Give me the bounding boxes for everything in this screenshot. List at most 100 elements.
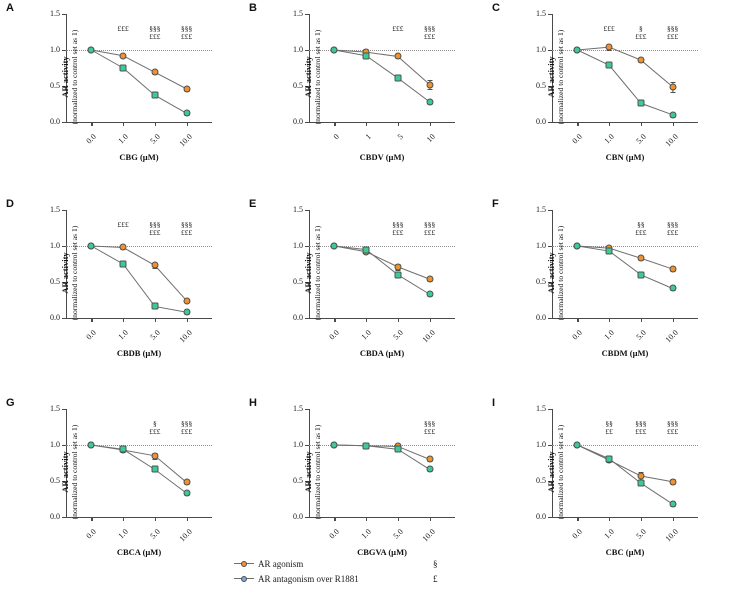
y-tick-label: 0.0 xyxy=(293,313,303,322)
y-tick-label: 1.5 xyxy=(293,404,303,413)
x-tick xyxy=(577,517,579,521)
significance-symbol: §§§ xyxy=(666,419,679,428)
y-tick xyxy=(305,318,309,320)
y-tick-label: 0.5 xyxy=(536,81,546,90)
significance-symbol: ££ xyxy=(605,427,613,437)
significance-annotation: £££ xyxy=(118,220,129,229)
plot-area: 0.0 0.5 1.0 1.5 0.0 1.0 5.0 10.0 §§§ £££ CBGVA (µM… xyxy=(293,405,455,557)
y-tick xyxy=(62,14,66,16)
significance-annotation: § £££ xyxy=(149,419,160,437)
data-point-antagonism xyxy=(119,260,127,268)
data-point-antagonism xyxy=(669,500,677,508)
x-tick xyxy=(397,122,400,126)
panel-letter: I xyxy=(492,397,496,409)
y-tick-label: 1.5 xyxy=(50,9,60,18)
y-tick xyxy=(305,86,309,88)
y-tick xyxy=(548,86,552,88)
data-point-antagonism xyxy=(151,91,159,99)
series-lines xyxy=(91,49,187,114)
x-tick xyxy=(366,517,368,521)
error-bar-cap xyxy=(670,91,676,93)
x-axis xyxy=(552,122,698,124)
significance-annotation: §§ ££ xyxy=(605,419,613,437)
panel-g: G 0.0 0.5 1.0 1.5 0.0 1.0 5.0 10.0 § £££ §§§ £££ CBCA… xyxy=(0,395,243,583)
significance-symbol: £££ xyxy=(666,32,679,42)
data-point-antagonism xyxy=(151,465,159,473)
y-axis-title: AR activity (normalized to control set as… xyxy=(546,213,565,333)
y-axis xyxy=(309,14,311,122)
data-point-antagonism xyxy=(426,465,434,473)
significance-symbol: £££ xyxy=(149,32,161,42)
y-axis-title: AR activity (normalized to control set as… xyxy=(60,213,79,333)
y-axis-title-sub: (normalized to control set as 1) xyxy=(556,225,565,321)
figure-legend: AR agonism § AR antagonism over R1881 £ xyxy=(232,556,532,586)
y-axis-title-main: AR activity xyxy=(60,451,70,493)
y-axis xyxy=(66,210,68,318)
significance-symbol: §§§ xyxy=(180,419,193,428)
data-point-agonism xyxy=(183,478,191,486)
data-point-antagonism xyxy=(87,46,95,54)
data-point-antagonism xyxy=(119,445,127,453)
significance-annotation: §§§ £££ xyxy=(180,220,193,238)
data-point-antagonism xyxy=(394,271,402,279)
y-tick-label: 1.0 xyxy=(536,440,546,449)
significance-symbol: §§§ xyxy=(149,24,161,33)
y-axis-title: AR activity (normalized to control set as… xyxy=(546,17,565,137)
series-lines xyxy=(334,444,430,470)
data-point-agonism xyxy=(637,56,645,64)
y-tick xyxy=(62,318,66,320)
x-tick xyxy=(186,122,188,126)
y-tick-label: 1.0 xyxy=(536,45,546,54)
y-tick xyxy=(548,122,552,124)
x-axis xyxy=(66,318,212,320)
y-axis-title: AR activity (normalized to control set as… xyxy=(60,17,79,137)
significance-annotation: §§§ £££ xyxy=(424,24,435,42)
panel-a: A 0.0 0.5 1.0 1.5 0.0 1.0 5.0 10.0 £££ §§§ £££ §§§ ££… xyxy=(0,0,243,188)
x-tick xyxy=(366,122,368,126)
significance-symbol: £££ xyxy=(180,228,193,238)
significance-symbol: £££ xyxy=(635,228,647,238)
y-tick-label: 0.0 xyxy=(293,512,303,521)
y-tick xyxy=(548,409,552,411)
significance-symbol: £££ xyxy=(666,228,679,238)
y-tick-label: 1.5 xyxy=(50,205,60,214)
y-tick-label: 0.5 xyxy=(293,476,303,485)
x-axis xyxy=(66,122,212,124)
data-point-antagonism xyxy=(362,442,370,450)
y-tick xyxy=(62,122,66,124)
significance-annotation: §§§ £££ xyxy=(149,220,160,238)
x-tick xyxy=(429,122,431,126)
x-axis xyxy=(309,122,455,124)
x-axis-title: CBN (µM) xyxy=(605,152,645,162)
significance-symbol: £££ xyxy=(635,32,647,42)
significance-symbol: §§§ xyxy=(423,220,436,229)
reference-line xyxy=(309,246,455,247)
data-point-antagonism xyxy=(573,441,581,449)
plot-area: 0.0 0.5 1.0 1.5 0.0 1.0 5.0 10.0 §§§ £££ §§§ £££ CBD… xyxy=(293,206,455,358)
data-point-agonism xyxy=(151,452,159,460)
y-axis-title-sub: (normalized to control set as 1) xyxy=(313,225,322,321)
y-axis xyxy=(309,409,311,517)
y-tick-label: 1.0 xyxy=(50,440,60,449)
legend-label-agonism: AR agonism xyxy=(258,558,304,569)
data-point-antagonism xyxy=(573,242,581,250)
y-tick xyxy=(62,50,66,52)
panel-i: I 0.0 0.5 1.0 1.5 0.0 1.0 5.0 10.0 §§ ££ §§§ £££ §§§ £… xyxy=(486,395,729,583)
y-axis-title-main: AR activity xyxy=(303,451,313,493)
data-point-agonism xyxy=(669,265,677,273)
y-tick xyxy=(548,318,552,320)
x-axis-title: CBGVA (µM) xyxy=(357,547,407,557)
x-tick xyxy=(334,122,336,126)
data-point-antagonism xyxy=(605,455,613,463)
x-tick xyxy=(91,517,93,521)
reference-line xyxy=(309,445,455,446)
y-tick-label: 0.5 xyxy=(536,476,546,485)
significance-symbol: £££ xyxy=(635,427,647,437)
x-tick xyxy=(91,318,93,322)
data-point-agonism xyxy=(394,263,402,271)
significance-symbol: £££ xyxy=(180,32,193,42)
plot-area: 0.0 0.5 1.0 1.5 0.0 1.0 5.0 10.0 £££ §§§ £££ §§§ £££… xyxy=(50,206,212,358)
data-point-antagonism xyxy=(669,284,677,292)
reference-line xyxy=(552,445,698,446)
x-axis-title: CBG (µM) xyxy=(119,152,159,162)
